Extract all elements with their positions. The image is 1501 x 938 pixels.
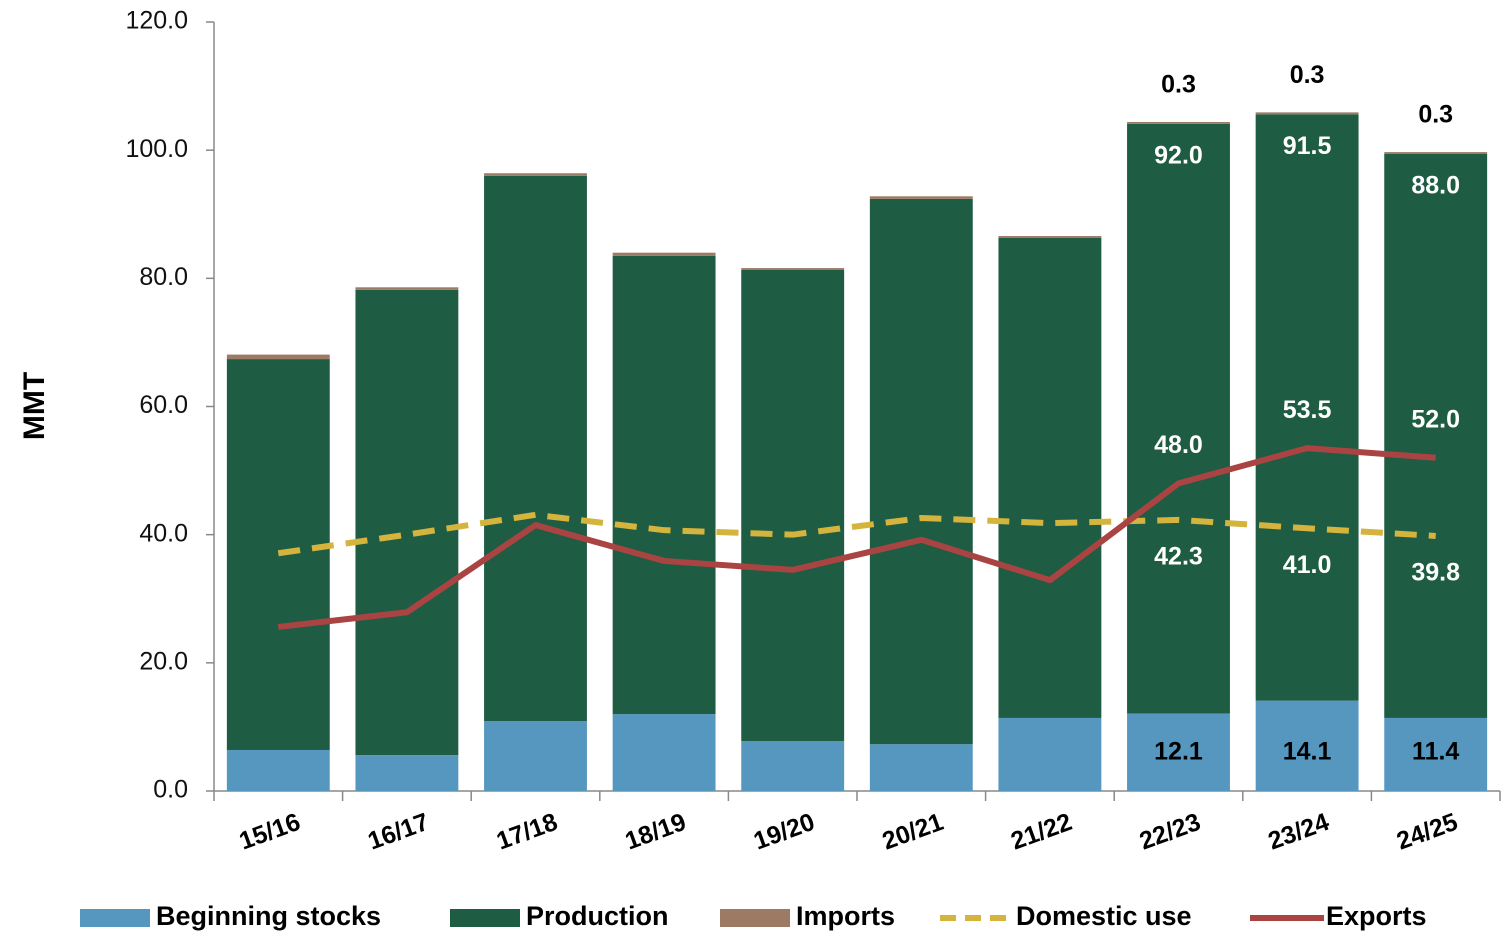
data-label: 52.0	[1411, 405, 1460, 433]
bar-segment	[1127, 713, 1230, 791]
x-tick-label: 23/24	[1264, 808, 1332, 856]
bar-segment	[355, 755, 459, 791]
data-label: 91.5	[1283, 132, 1332, 160]
data-label: 0.3	[1161, 71, 1196, 99]
legend-label: Production	[526, 901, 669, 931]
bar-segment	[484, 175, 587, 722]
legend-label: Beginning stocks	[156, 901, 381, 931]
x-tick-label: 18/19	[621, 808, 689, 856]
x-tick-label: 22/23	[1136, 808, 1204, 856]
bar-segment	[1255, 700, 1359, 791]
bar-segment	[355, 289, 459, 756]
y-tick-label: 80.0	[139, 263, 188, 291]
data-label: 92.0	[1154, 142, 1203, 170]
legend-swatch	[450, 909, 520, 927]
bar-segment	[1127, 123, 1230, 714]
x-tick-label: 19/20	[750, 808, 818, 856]
data-label: 53.5	[1283, 396, 1332, 424]
y-axis-label: MMT	[18, 372, 51, 440]
legend-label: Exports	[1326, 901, 1427, 931]
x-tick-label: 20/21	[879, 808, 947, 856]
data-label: 48.0	[1154, 431, 1203, 459]
bar-segment	[1384, 152, 1488, 155]
data-label: 12.1	[1154, 738, 1203, 766]
bar-segment	[741, 270, 845, 742]
data-label: 14.1	[1283, 738, 1332, 766]
bar-segment	[612, 714, 716, 791]
data-label: 42.3	[1154, 543, 1203, 571]
bar-segment	[484, 173, 587, 176]
bar-segment	[1255, 114, 1359, 701]
y-tick-label: 100.0	[125, 135, 188, 163]
bar-segment	[869, 744, 973, 791]
legend-swatch	[80, 909, 150, 927]
bar-segment	[998, 717, 1102, 791]
legend-swatch	[720, 909, 790, 927]
y-tick-label: 20.0	[139, 647, 188, 675]
bar-segment	[355, 287, 459, 290]
bar-segment	[869, 198, 973, 745]
data-label: 39.8	[1411, 559, 1460, 587]
bar-segment	[226, 354, 330, 360]
line-series	[277, 511, 1436, 557]
bar-segment	[226, 749, 330, 791]
bar-segment	[612, 252, 716, 256]
data-label: 88.0	[1411, 172, 1460, 200]
bar-segment	[741, 741, 845, 791]
y-tick-label: 0.0	[153, 776, 188, 804]
bar-segment	[998, 237, 1102, 718]
bar-segment	[226, 359, 330, 750]
x-tick-label: 24/25	[1393, 808, 1461, 856]
legend-label: Domestic use	[1016, 901, 1192, 931]
x-tick-label: 17/18	[493, 808, 561, 856]
bar-segment	[1255, 112, 1359, 115]
bar-segment	[1384, 154, 1488, 718]
x-tick-label: 15/16	[236, 808, 304, 856]
x-tick-label: 21/22	[1007, 808, 1075, 856]
line-series	[277, 445, 1436, 630]
bar-segment	[869, 196, 973, 199]
data-label: 0.3	[1290, 61, 1325, 89]
bar-segment	[998, 236, 1102, 238]
y-tick-label: 120.0	[125, 7, 188, 35]
x-tick-label: 16/17	[364, 808, 432, 856]
y-tick-label: 40.0	[139, 519, 188, 547]
bar-segment	[1127, 121, 1230, 124]
y-tick-label: 60.0	[139, 391, 188, 419]
legend-label: Imports	[796, 901, 895, 931]
bar-segment	[612, 255, 716, 715]
data-label: 41.0	[1283, 551, 1332, 579]
data-label: 0.3	[1418, 101, 1453, 129]
data-label: 11.4	[1412, 738, 1459, 766]
bar-segment	[484, 721, 587, 791]
bar-segment	[1384, 717, 1488, 791]
bar-segment	[741, 268, 845, 271]
